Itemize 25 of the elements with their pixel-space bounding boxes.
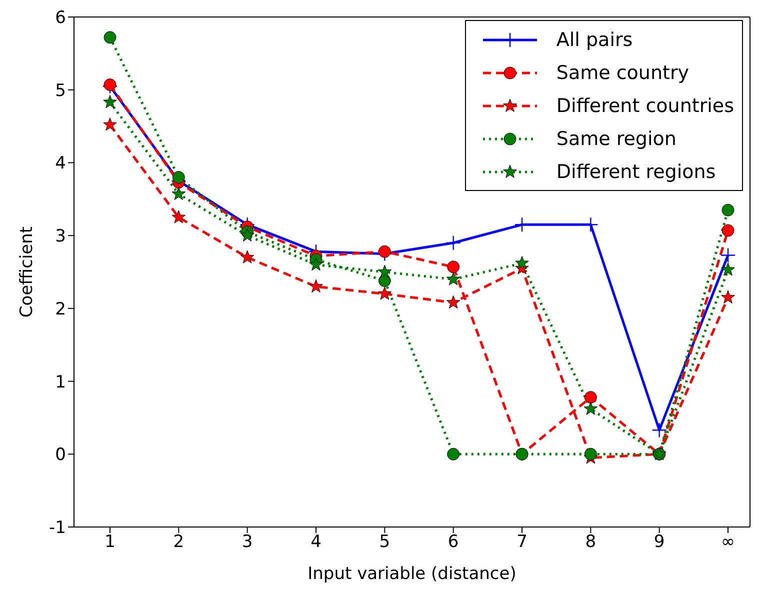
- y-tick-label: -1: [49, 518, 66, 538]
- x-tick-label: 3: [242, 532, 253, 552]
- legend-label: All pairs: [556, 28, 633, 50]
- y-tick-label: 6: [55, 8, 66, 28]
- x-tick-label: 2: [173, 532, 184, 552]
- y-tick-label: 1: [55, 372, 66, 392]
- y-axis-title: Coefficient: [17, 226, 38, 318]
- x-tick-label: 5: [379, 532, 390, 552]
- legend-label: Same country: [556, 62, 690, 84]
- x-tick-label: ∞: [720, 532, 736, 552]
- x-tick-label: 8: [585, 532, 596, 552]
- y-tick-label: 2: [55, 299, 66, 320]
- legend-label: Different countries: [556, 94, 734, 116]
- legend-label: Different regions: [556, 160, 716, 182]
- x-tick-label: 4: [310, 532, 322, 552]
- x-tick-label: 9: [654, 532, 665, 552]
- x-tick-label: 6: [448, 532, 459, 552]
- legend-label: Same region: [556, 128, 676, 150]
- y-tick-label: 4: [55, 154, 66, 174]
- x-tick-label: 7: [516, 532, 528, 552]
- y-tick-label: 3: [55, 226, 66, 247]
- x-axis-title: Input variable (distance): [308, 564, 516, 584]
- x-tick-label: 1: [104, 532, 116, 552]
- y-tick-label: 5: [55, 80, 66, 101]
- y-tick-label: 0: [55, 445, 66, 466]
